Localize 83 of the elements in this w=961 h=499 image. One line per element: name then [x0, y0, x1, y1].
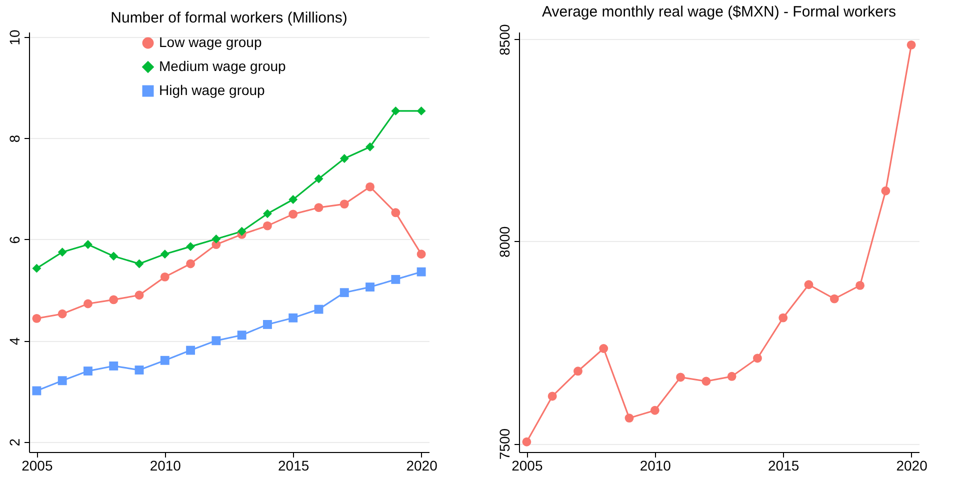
point — [830, 294, 839, 304]
point — [237, 226, 246, 236]
point — [416, 106, 426, 116]
x-tick-label: 2020 — [406, 458, 438, 474]
point — [366, 282, 374, 292]
point — [650, 406, 660, 415]
point — [212, 336, 221, 346]
point — [288, 210, 298, 219]
point — [160, 356, 170, 365]
point — [391, 106, 400, 116]
y-tick-label: 6 — [6, 236, 22, 244]
x-tick-label: 2005 — [512, 458, 543, 474]
chart-title: Number of formal workers (Millions) — [110, 9, 348, 26]
point — [186, 346, 196, 355]
point — [58, 309, 67, 318]
point — [599, 344, 608, 353]
point — [314, 304, 324, 314]
point — [288, 313, 298, 322]
legend-label: Low wage group — [159, 34, 262, 50]
point — [84, 366, 92, 376]
point — [906, 40, 916, 50]
point — [134, 290, 144, 300]
point — [804, 280, 814, 290]
point — [856, 280, 864, 290]
point — [624, 414, 634, 423]
point — [778, 313, 788, 322]
x-tick-label: 2015 — [278, 458, 310, 474]
x-tick-label: 2015 — [768, 458, 800, 474]
x-tick-label: 2020 — [896, 458, 928, 474]
y-tick-label: 8500 — [496, 24, 512, 56]
point — [186, 259, 196, 268]
point — [574, 366, 582, 376]
point — [262, 209, 272, 218]
point — [314, 174, 324, 184]
point — [134, 366, 144, 374]
point — [752, 354, 762, 363]
point — [32, 264, 42, 273]
x-tick-label: 2010 — [640, 458, 672, 474]
point — [314, 203, 324, 212]
point — [109, 252, 118, 261]
point — [84, 299, 92, 308]
point — [340, 200, 349, 209]
point — [32, 314, 42, 323]
point — [522, 437, 532, 446]
point — [186, 242, 196, 252]
legend-label: Medium wage group — [159, 58, 286, 74]
x-tick-label: 2010 — [150, 458, 182, 474]
point — [366, 142, 374, 152]
point — [262, 221, 272, 230]
point — [109, 295, 118, 304]
y-tick-label: 2 — [6, 438, 22, 446]
point — [84, 240, 92, 249]
point — [58, 248, 67, 257]
point — [340, 154, 349, 163]
point — [881, 186, 890, 196]
point — [366, 182, 374, 192]
point — [416, 267, 426, 276]
point — [262, 320, 272, 329]
point — [237, 330, 246, 340]
y-tick-label: 8000 — [496, 226, 512, 258]
chart-title: Average monthly real wage ($MXN) - Formal workers — [542, 4, 896, 21]
legend-label: High wage group — [159, 82, 266, 98]
point — [160, 250, 170, 259]
y-tick-label: 10 — [6, 30, 22, 46]
y-tick-label: 7500 — [496, 428, 512, 460]
y-tick-label: 8 — [6, 134, 22, 143]
point — [727, 372, 736, 381]
point — [288, 195, 298, 204]
point — [160, 272, 170, 282]
point — [109, 362, 118, 370]
point — [416, 250, 426, 259]
point — [340, 288, 349, 298]
y-tick-label: 4 — [6, 337, 22, 346]
point — [391, 208, 400, 218]
point — [32, 386, 42, 396]
point — [676, 372, 686, 382]
point — [212, 234, 221, 244]
point — [391, 274, 400, 284]
x-tick-label: 2005 — [22, 458, 53, 474]
point — [702, 376, 711, 386]
point — [548, 392, 557, 401]
point — [58, 376, 67, 386]
point — [134, 259, 144, 268]
